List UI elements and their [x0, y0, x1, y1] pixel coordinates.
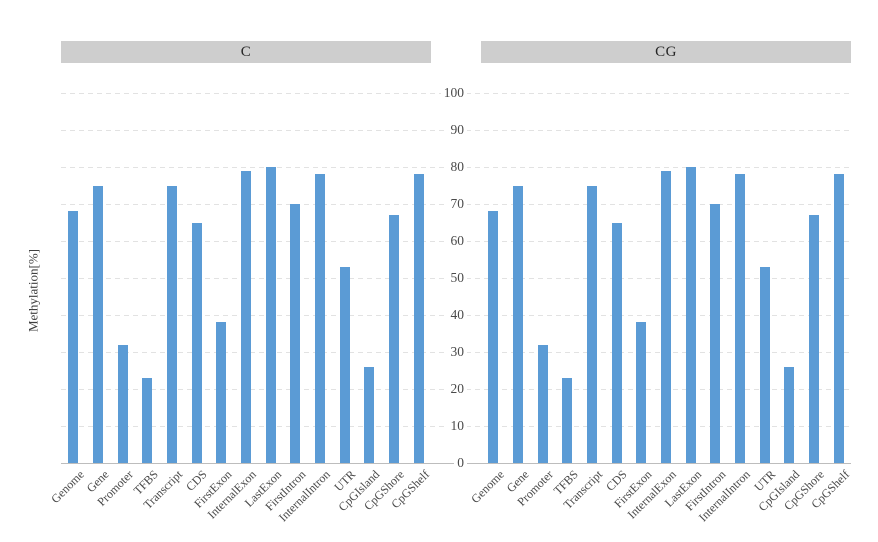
- bar-transcript: [167, 185, 177, 463]
- x-tick-label-genome: Genome: [47, 467, 87, 506]
- y-tick-label: 60: [447, 233, 467, 248]
- bar-lastexon: [265, 167, 276, 463]
- bar-cds: [191, 222, 202, 463]
- y-tick-label: 50: [447, 270, 467, 285]
- y-tick-label: 70: [447, 196, 467, 211]
- bar-firstintron: [710, 204, 721, 463]
- y-tick-label: 30: [447, 344, 467, 359]
- bar-genome: [488, 211, 499, 463]
- bar-tfbs: [142, 377, 153, 463]
- bar-utr: [339, 266, 350, 463]
- y-tick-label: 40: [447, 307, 467, 322]
- bar-utr: [759, 266, 770, 463]
- y-axis-title: Methylation[%]: [25, 248, 41, 333]
- bar-firstexon: [216, 322, 227, 463]
- bar-lastexon: [685, 167, 696, 463]
- bar-cpgshore: [809, 215, 819, 463]
- y-tick-label: 0: [454, 455, 467, 470]
- x-tick-label-genome: Genome: [467, 467, 507, 506]
- bar-promoter: [117, 344, 128, 463]
- bar-transcript: [587, 185, 597, 463]
- y-tick-label: 20: [447, 381, 467, 396]
- bar-tfbs: [562, 377, 573, 463]
- bar-firstintron: [290, 204, 301, 463]
- bar-cpgshore: [389, 215, 399, 463]
- bar-cpgshelf: [413, 174, 424, 463]
- bar-internalintron: [735, 174, 745, 463]
- bar-internalexon: [241, 170, 251, 463]
- bar-firstexon: [636, 322, 647, 463]
- y-tick-label: 80: [447, 159, 467, 174]
- y-tick-label: 10: [447, 418, 467, 433]
- bar-genome: [68, 211, 79, 463]
- bar-gene: [513, 185, 523, 463]
- y-tick-label: 100: [440, 85, 467, 100]
- bar-cpgisland: [364, 366, 375, 463]
- bar-internalexon: [661, 170, 671, 463]
- bar-cds: [611, 222, 622, 463]
- bar-internalintron: [315, 174, 325, 463]
- bar-cpgisland: [784, 366, 795, 463]
- panel-title-c: C: [61, 41, 431, 63]
- panel-title-cg: CG: [481, 41, 851, 63]
- bar-promoter: [537, 344, 548, 463]
- bar-cpgshelf: [833, 174, 844, 463]
- bar-gene: [93, 185, 103, 463]
- y-tick-label: 90: [447, 122, 467, 137]
